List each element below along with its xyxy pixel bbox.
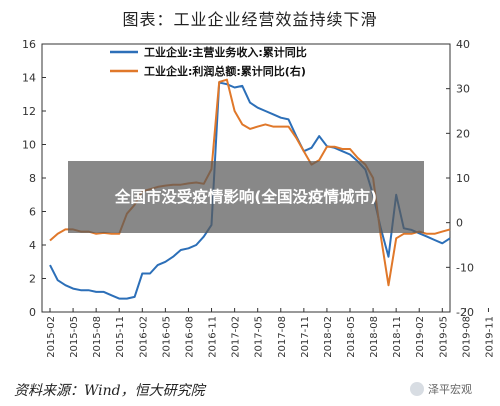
x-tick-label: 2018-11 — [392, 316, 403, 358]
x-tick-label: 2017-05 — [254, 316, 265, 358]
chart-title: 图表：工业企业经营效益持续下滑 — [122, 10, 378, 29]
x-tick-label: 2018-02 — [323, 316, 334, 358]
left-y-axis: 0 2 4 6 8 10 12 14 16 — [22, 38, 46, 319]
right-tick-label: 0 — [456, 217, 463, 230]
x-tick-label: 2019-02 — [415, 316, 426, 358]
source-note: 资料来源：Wind，恒大研究院 — [14, 383, 205, 399]
right-tick-label: -10 — [456, 261, 474, 274]
x-tick-label: 2017-02 — [231, 316, 242, 358]
left-tick-label: 12 — [22, 105, 36, 118]
x-tick-label: 2016-02 — [138, 316, 149, 358]
left-tick-label: 0 — [29, 306, 36, 319]
right-tick-label: 10 — [456, 172, 470, 185]
x-tick-label: 2018-08 — [369, 316, 380, 358]
x-tick-label: 2016-11 — [208, 316, 219, 358]
x-tick-label: 2016-05 — [161, 316, 172, 358]
left-tick-label: 4 — [29, 239, 36, 252]
right-y-axis: -20 -10 0 10 20 30 40 — [446, 38, 474, 319]
watermark-logo-icon — [410, 382, 424, 396]
left-tick-label: 8 — [29, 172, 36, 185]
watermark: 泽平宏观 — [410, 381, 472, 397]
right-tick-label: 20 — [456, 127, 470, 140]
series-line-1 — [49, 81, 451, 300]
x-tick-label: 2015-08 — [92, 316, 103, 358]
x-tick-label: 2019-05 — [438, 316, 449, 358]
x-tick-label: 2018-05 — [346, 316, 357, 358]
x-axis: 2015-02 2015-05 2015-08 2015-11 2016-02 2016-… — [46, 308, 495, 358]
legend-label-1: 工业企业:主营业务收入:累计同比 — [144, 45, 307, 59]
left-tick-label: 16 — [22, 38, 36, 51]
right-tick-label: 30 — [456, 83, 470, 96]
x-tick-label: 2015-02 — [46, 316, 57, 358]
left-tick-label: 10 — [22, 139, 36, 152]
left-tick-label: 14 — [22, 72, 36, 85]
x-tick-label: 2017-11 — [300, 316, 311, 358]
series-line-2 — [49, 78, 451, 287]
watermark-text: 泽平宏观 — [428, 383, 472, 396]
x-tick-label: 2019-11 — [484, 316, 495, 358]
x-tick-label: 2017-08 — [277, 316, 288, 358]
legend-label-2: 工业企业:利润总额:累计同比(右) — [144, 64, 306, 78]
left-tick-label: 6 — [29, 206, 36, 219]
x-tick-label: 2015-05 — [69, 316, 80, 358]
series-lines — [49, 78, 451, 300]
right-tick-label: 40 — [456, 38, 470, 51]
x-tick-label: 2015-11 — [115, 316, 126, 358]
left-tick-label: 2 — [29, 273, 36, 286]
x-tick-label: 2019-08 — [461, 316, 472, 358]
x-tick-label: 2016-08 — [184, 316, 195, 358]
right-tick-label: -20 — [456, 306, 474, 319]
overlay-caption: 全国市没受疫情影响(全国没疫情城市) — [68, 161, 424, 233]
